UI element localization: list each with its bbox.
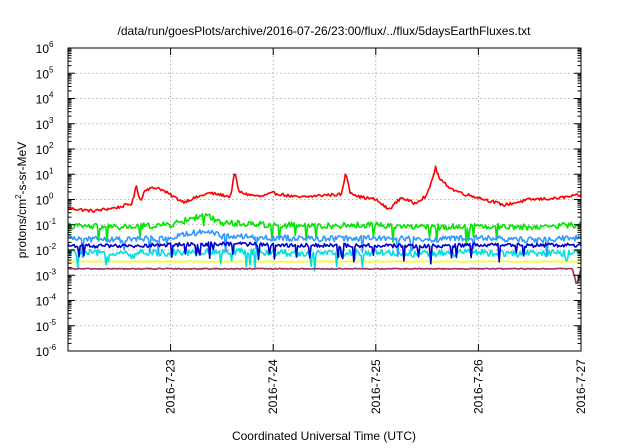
y-tick-exponent: 1 <box>49 166 54 175</box>
y-tick-label: 10 <box>36 295 50 309</box>
axis-ticks <box>68 47 582 352</box>
y-tick-label: 10 <box>36 93 50 107</box>
grid-lines <box>68 48 581 351</box>
y-tick-label: 10 <box>36 168 50 182</box>
series-layer <box>67 165 582 285</box>
y-tick-exponent: -5 <box>49 318 57 327</box>
y-tick-label: 10 <box>36 219 50 233</box>
x-tick-label: 2016-7-25 <box>369 359 383 414</box>
series-line-5 <box>67 241 582 265</box>
series-line-6 <box>67 260 582 263</box>
series-line-3 <box>67 247 582 272</box>
series-line-2 <box>67 212 582 245</box>
y-tick-label: 10 <box>36 244 50 258</box>
x-tick-label: 2016-7-23 <box>164 359 178 414</box>
y-tick-exponent: -3 <box>49 267 57 276</box>
y-tick-exponent: -1 <box>49 217 57 226</box>
series-line-1 <box>67 165 582 214</box>
x-tick-labels: 2016-7-23 2016-7-24 2016-7-25 2016-7-26 2016… <box>164 359 588 414</box>
y-tick-exponent: -6 <box>49 343 57 352</box>
x-axis-label: Coordinated Universal Time (UTC) <box>232 429 416 443</box>
y-tick-exponent: -2 <box>49 242 57 251</box>
x-tick-label: 2016-7-24 <box>266 359 280 414</box>
series-line-7 <box>67 267 582 285</box>
y-tick-label: 10 <box>36 345 50 359</box>
y-tick-exponent: 6 <box>49 40 54 49</box>
x-tick-label: 2016-7-26 <box>471 359 485 414</box>
y-tick-exponent: 4 <box>49 91 54 100</box>
y-tick-labels: 10 -610 -510 -410 -310 -210 -110 010 110 210 310 41… <box>36 40 57 359</box>
y-tick-exponent: 0 <box>49 192 54 201</box>
y-tick-exponent: -4 <box>49 293 57 302</box>
y-tick-exponent: 3 <box>49 116 54 125</box>
series-line-4 <box>67 228 582 259</box>
y-tick-label: 10 <box>36 143 50 157</box>
y-tick-label: 10 <box>36 269 50 283</box>
y-axis-label: protons/cm2-s-sr-MeV <box>14 142 29 258</box>
y-tick-label: 10 <box>36 320 50 334</box>
y-tick-label: 10 <box>36 67 50 81</box>
y-tick-label: 10 <box>36 118 50 132</box>
y-tick-exponent: 5 <box>49 65 54 74</box>
y-tick-label: 10 <box>36 194 50 208</box>
y-tick-label: 10 <box>36 42 50 56</box>
y-tick-exponent: 2 <box>49 141 54 150</box>
x-tick-label: 2016-7-27 <box>574 359 588 414</box>
chart-title: /data/run/goesPlots/archive/2016-07-26/2… <box>118 24 532 38</box>
